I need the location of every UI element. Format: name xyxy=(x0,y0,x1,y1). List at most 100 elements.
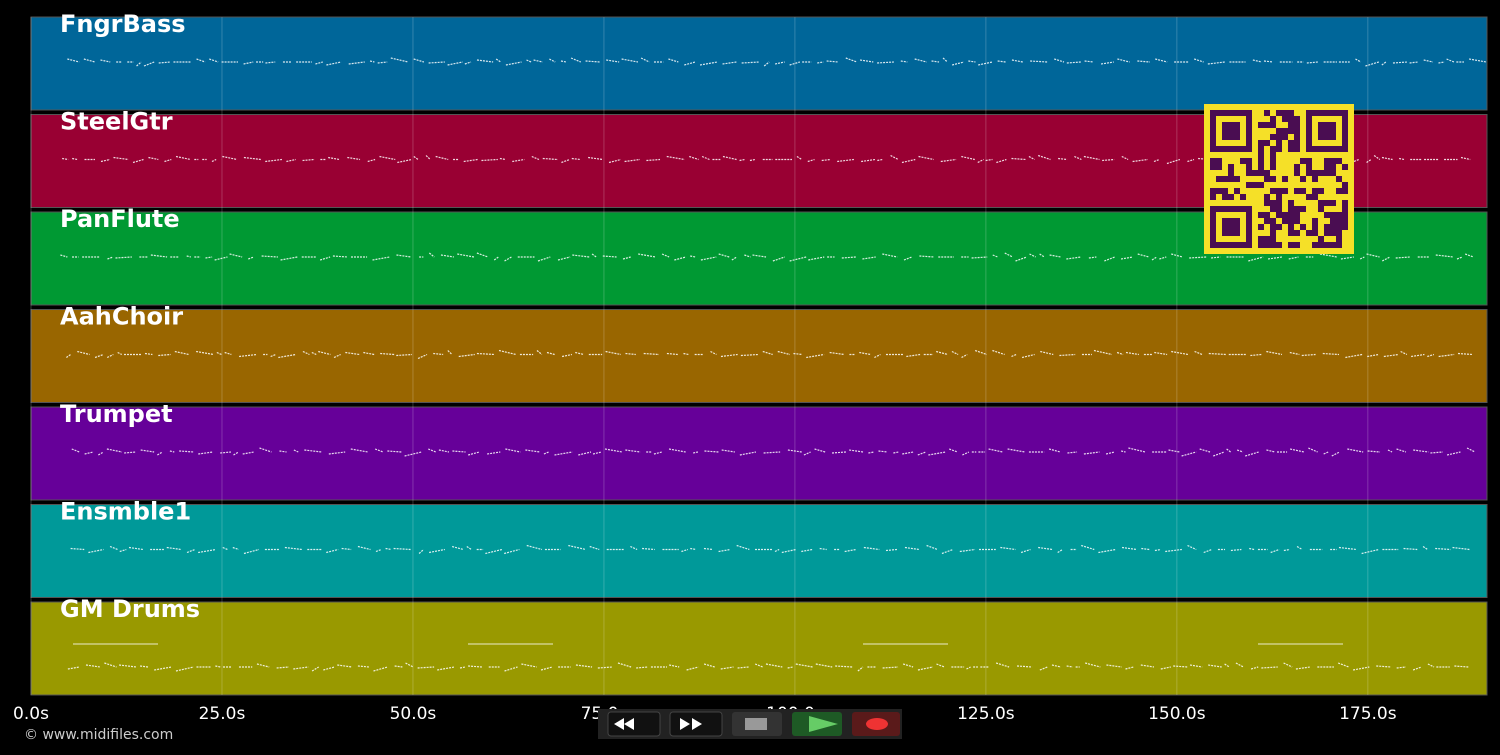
note xyxy=(961,353,968,359)
note xyxy=(940,158,957,163)
note xyxy=(686,666,699,671)
qr-module xyxy=(1342,224,1348,230)
note xyxy=(429,548,445,554)
qr-finder xyxy=(1222,218,1240,236)
note xyxy=(1266,449,1276,453)
note xyxy=(302,350,310,356)
note xyxy=(974,349,987,356)
note xyxy=(1116,351,1124,356)
note xyxy=(106,448,123,453)
qr-module xyxy=(1336,230,1342,236)
note xyxy=(1263,60,1273,63)
qr-module xyxy=(1294,116,1300,122)
note xyxy=(643,352,660,356)
play-button[interactable] xyxy=(792,712,842,736)
note xyxy=(906,353,921,358)
note xyxy=(703,547,713,551)
note xyxy=(499,157,506,161)
qr-code xyxy=(1204,104,1354,254)
qr-module xyxy=(1336,224,1342,230)
note xyxy=(1165,548,1182,553)
note xyxy=(1295,666,1311,670)
qr-module xyxy=(1288,200,1294,206)
note xyxy=(405,662,414,668)
note xyxy=(1125,351,1139,356)
note xyxy=(387,450,402,453)
rewind-button[interactable] xyxy=(607,711,661,737)
note xyxy=(721,449,735,453)
note xyxy=(413,156,419,160)
note xyxy=(1039,666,1048,671)
note xyxy=(525,449,541,453)
note xyxy=(640,57,650,63)
record-button[interactable] xyxy=(852,712,900,736)
note xyxy=(690,255,696,258)
qr-module xyxy=(1330,158,1336,164)
note xyxy=(1081,544,1095,551)
note xyxy=(209,58,219,63)
icon xyxy=(745,718,767,730)
qr-module xyxy=(1270,206,1276,212)
qr-module xyxy=(1264,194,1270,200)
note xyxy=(774,548,780,553)
note xyxy=(1446,58,1455,63)
note xyxy=(468,451,480,456)
qr-module xyxy=(1330,230,1336,236)
note xyxy=(1230,548,1242,552)
note xyxy=(428,252,435,258)
note xyxy=(379,155,396,161)
note xyxy=(646,158,661,162)
qr-module xyxy=(1288,218,1294,224)
note xyxy=(521,663,537,668)
note xyxy=(243,548,260,555)
note xyxy=(737,666,749,669)
note xyxy=(1173,665,1188,668)
note xyxy=(1381,61,1387,66)
note xyxy=(772,256,785,262)
note xyxy=(666,155,685,161)
note xyxy=(859,351,871,356)
note xyxy=(1266,350,1283,356)
note xyxy=(704,450,719,453)
note xyxy=(77,350,90,356)
forward-button[interactable] xyxy=(669,711,723,737)
note xyxy=(369,60,375,63)
note xyxy=(1387,449,1393,453)
note xyxy=(1141,547,1150,551)
qr-module xyxy=(1270,188,1276,194)
note xyxy=(328,156,340,161)
qr-module xyxy=(1312,194,1318,200)
note xyxy=(857,666,864,672)
qr-module xyxy=(1288,122,1294,128)
note xyxy=(1373,155,1381,160)
note xyxy=(1121,155,1129,161)
note xyxy=(749,158,756,162)
note xyxy=(992,349,1005,356)
note xyxy=(739,451,757,456)
note xyxy=(560,60,567,63)
qr-module xyxy=(1288,116,1294,122)
note xyxy=(878,450,888,453)
qr-module xyxy=(1264,122,1270,128)
qr-module xyxy=(1300,224,1306,230)
qr-module xyxy=(1270,134,1276,140)
note xyxy=(504,256,512,262)
note xyxy=(107,256,114,260)
track-lane xyxy=(30,504,1488,598)
stop-button[interactable] xyxy=(732,712,782,736)
note xyxy=(1084,60,1094,63)
note xyxy=(971,256,988,259)
qr-module xyxy=(1288,110,1294,116)
qr-module xyxy=(1342,188,1348,194)
note xyxy=(814,448,826,453)
note xyxy=(286,158,296,163)
track-name: SteelGtr xyxy=(60,108,173,136)
note xyxy=(512,158,525,163)
note xyxy=(435,155,449,161)
note xyxy=(917,451,926,456)
note xyxy=(591,253,597,258)
note xyxy=(62,157,69,161)
note xyxy=(311,351,317,356)
note xyxy=(222,155,238,161)
qr-module xyxy=(1222,188,1228,194)
